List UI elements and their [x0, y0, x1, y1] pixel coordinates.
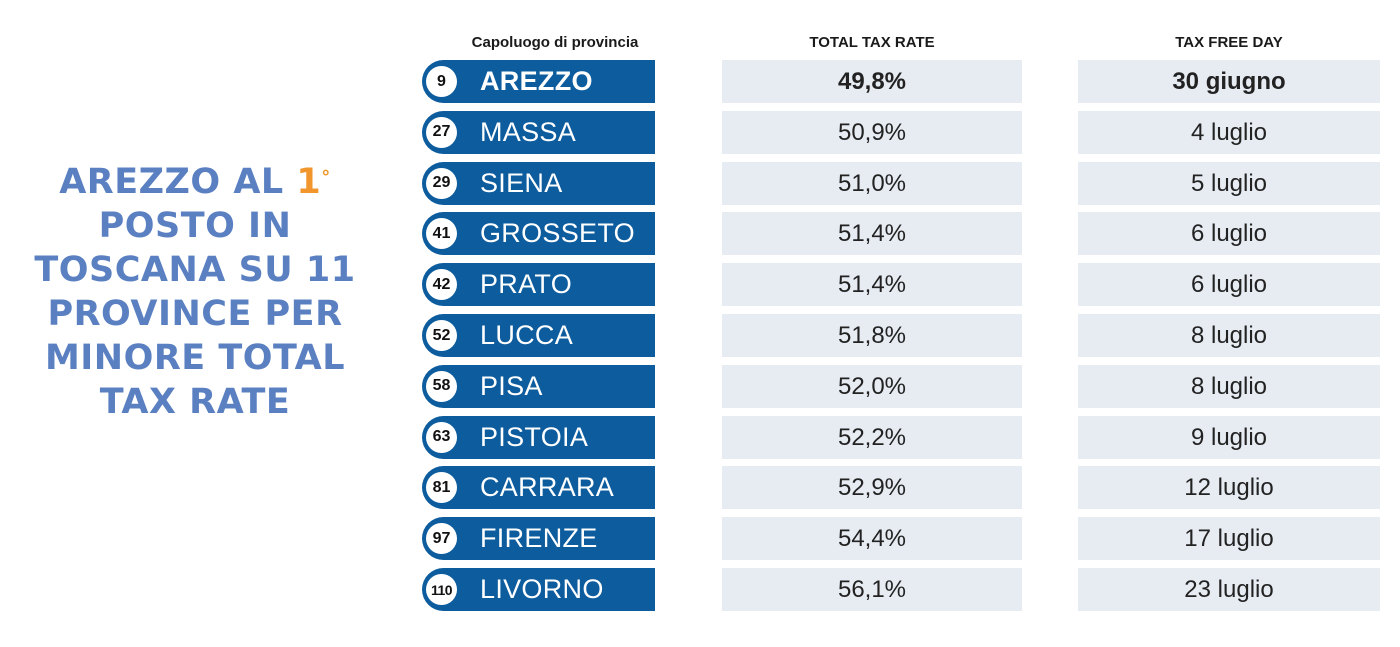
province-name: AREZZO: [480, 66, 593, 96]
headline-part2: POSTO IN TOSCANA SU 11 PROVINCE PER MINO…: [34, 206, 356, 422]
rank-badge: 42: [426, 269, 457, 301]
province-name: SIENA: [480, 167, 563, 198]
total-tax-rate-cell: 54,4%: [722, 517, 1022, 561]
tax-free-day-cell: 17 luglio: [1078, 517, 1380, 561]
total-tax-rate-cell: 51,0%: [722, 161, 1022, 205]
column-header-tax-free-day: TAX FREE DAY: [1175, 34, 1283, 51]
table-row: 27 MASSA 50,9% 4 luglio: [0, 110, 1400, 154]
table-row: 63 PISTOIA 52,2% 9 luglio: [0, 415, 1400, 459]
tax-free-day-cell: 23 luglio: [1078, 568, 1380, 611]
total-tax-rate-cell: 49,8%: [722, 60, 1022, 103]
total-tax-rate-cell: 52,0%: [722, 364, 1022, 408]
province-cell: 97 FIRENZE: [422, 517, 655, 561]
rank-badge: 58: [426, 370, 457, 402]
headline-degree: °: [321, 167, 331, 188]
tax-free-day-cell: 6 luglio: [1078, 263, 1380, 307]
table-row: 52 LUCCA 51,8% 8 luglio: [0, 314, 1400, 357]
column-header-province: Capoluogo di provincia: [471, 34, 639, 51]
province-name: LIVORNO: [480, 574, 604, 604]
province-cell: 29 SIENA: [422, 161, 655, 205]
rank-badge: 29: [426, 167, 457, 199]
table-row: 29 SIENA 51,0% 5 luglio: [0, 161, 1400, 205]
table-row: 41 GROSSETO 51,4% 6 luglio: [0, 212, 1400, 256]
table-row: 58 PISA 52,0% 8 luglio: [0, 364, 1400, 408]
rank-badge: 52: [426, 320, 457, 351]
total-tax-rate-cell: 50,9%: [722, 110, 1022, 154]
column-header-total-tax-rate: TOTAL TAX RATE: [809, 34, 935, 51]
province-name: MASSA: [480, 116, 577, 147]
province-name: GROSSETO: [480, 218, 635, 249]
tax-free-day-cell: 6 luglio: [1078, 212, 1380, 256]
province-name: LUCCA: [480, 320, 574, 350]
tax-free-day-cell: 8 luglio: [1078, 364, 1380, 408]
tax-free-day-cell: 12 luglio: [1078, 466, 1380, 510]
headline: AREZZO AL 1° POSTO IN TOSCANA SU 11 PROV…: [30, 160, 360, 424]
rank-badge: 97: [426, 523, 457, 555]
province-cell: 42 PRATO: [422, 263, 655, 307]
province-name: PRATO: [480, 269, 573, 300]
rank-badge: 41: [426, 218, 457, 250]
province-cell: 52 LUCCA: [422, 314, 655, 357]
rank-badge: 110: [426, 574, 457, 605]
table-row: 97 FIRENZE 54,4% 17 luglio: [0, 517, 1400, 561]
province-cell: 110 LIVORNO: [422, 568, 655, 611]
province-cell: 9 AREZZO: [422, 60, 655, 103]
rank-badge: 9: [426, 66, 457, 97]
headline-rank: 1: [296, 162, 322, 202]
tax-free-day-cell: 5 luglio: [1078, 161, 1380, 205]
headline-part1: AREZZO AL: [59, 162, 297, 202]
province-name: FIRENZE: [480, 523, 598, 554]
rank-badge: 63: [426, 421, 457, 453]
table-row: 42 PRATO 51,4% 6 luglio: [0, 263, 1400, 307]
province-cell: 63 PISTOIA: [422, 415, 655, 459]
rank-badge: 27: [426, 116, 457, 148]
total-tax-rate-cell: 51,4%: [722, 212, 1022, 256]
total-tax-rate-cell: 52,2%: [722, 415, 1022, 459]
tax-free-day-cell: 8 luglio: [1078, 314, 1380, 357]
rank-badge: 81: [426, 472, 457, 504]
province-name: PISTOIA: [480, 421, 589, 452]
total-tax-rate-cell: 52,9%: [722, 466, 1022, 510]
table-row: 81 CARRARA 52,9% 12 luglio: [0, 466, 1400, 510]
province-cell: 58 PISA: [422, 364, 655, 408]
province-name: PISA: [480, 370, 543, 401]
province-cell: 81 CARRARA: [422, 466, 655, 510]
total-tax-rate-cell: 51,4%: [722, 263, 1022, 307]
table-row: 9 AREZZO 49,8% 30 giugno: [0, 60, 1400, 103]
tax-free-day-cell: 30 giugno: [1078, 60, 1380, 103]
total-tax-rate-cell: 51,8%: [722, 314, 1022, 357]
province-name: CARRARA: [480, 472, 615, 503]
tax-free-day-cell: 9 luglio: [1078, 415, 1380, 459]
province-cell: 27 MASSA: [422, 110, 655, 154]
tax-free-day-cell: 4 luglio: [1078, 110, 1380, 154]
total-tax-rate-cell: 56,1%: [722, 568, 1022, 611]
province-cell: 41 GROSSETO: [422, 212, 655, 256]
table-row: 110 LIVORNO 56,1% 23 luglio: [0, 568, 1400, 611]
